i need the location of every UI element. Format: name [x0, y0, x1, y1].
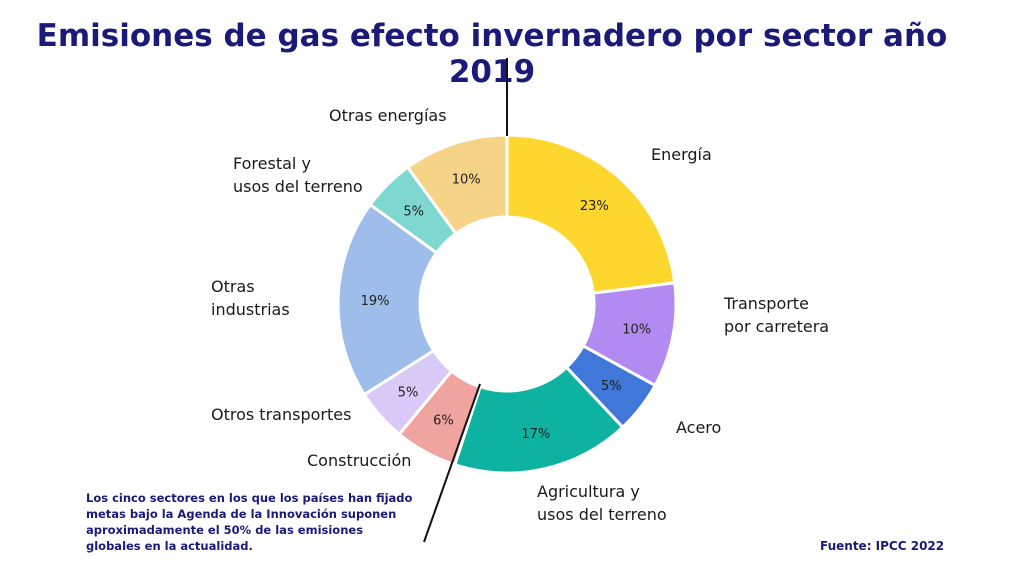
slice-category-label-5: Otros transportes — [211, 405, 351, 424]
slice-6 — [336, 202, 439, 397]
slice-category-label-1: Transporte por carretera — [723, 294, 829, 336]
slice-value-label-7: 5% — [403, 205, 424, 220]
slice-value-label-8: 10% — [452, 172, 481, 187]
chart-title: Emisiones de gas efecto invernadero por … — [36, 18, 948, 90]
slice-value-label-2: 5% — [601, 379, 622, 394]
slice-0 — [505, 133, 677, 295]
slice-value-label-5: 5% — [398, 385, 419, 400]
slices-group — [336, 133, 678, 475]
slice-value-label-1: 10% — [622, 323, 651, 338]
divider-line-bottom — [423, 383, 481, 543]
slice-value-label-4: 6% — [433, 414, 454, 429]
slice-category-label-7: Forestal y usos del terreno — [233, 154, 363, 196]
slice-category-label-3: Agricultura y usos del terreno — [537, 482, 667, 524]
percent-labels-group: 23% 10% 5% 17% 6% 5% 19% 5% 10% — [361, 172, 652, 441]
slice-category-label-6: Otras industrias — [211, 277, 290, 319]
slice-category-label-2: Acero — [676, 418, 721, 437]
slice-category-label-4: Construcción — [307, 451, 411, 470]
slice-category-label-8: Otras energías — [329, 106, 447, 125]
slice-value-label-6: 19% — [361, 294, 390, 309]
source-label: Fuente: IPCC 2022 — [820, 539, 945, 553]
slice-value-label-3: 17% — [521, 427, 550, 442]
slice-value-label-0: 23% — [580, 199, 609, 214]
category-labels-group: Energía Transporte por carretera Acero Agric… — [211, 106, 829, 524]
slice-3 — [452, 365, 625, 475]
slice-category-label-0: Energía — [651, 145, 712, 164]
footnote: Los cinco sectores en los que los países… — [86, 491, 413, 553]
